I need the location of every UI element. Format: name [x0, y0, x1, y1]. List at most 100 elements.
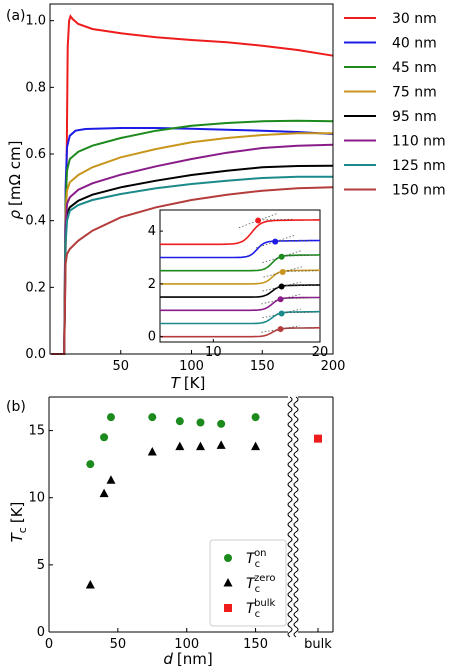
inset-tangent: [261, 325, 300, 333]
y-tick-label: 0.8: [25, 80, 46, 95]
data-point-bulk: [314, 434, 322, 443]
inset-tangent: [262, 308, 301, 319]
legend-label: 75 nm: [392, 85, 437, 101]
x-tick-label: 0: [45, 637, 53, 652]
x-tick-label: 150: [250, 359, 275, 374]
inset-onset-marker: [278, 310, 285, 317]
inset-curve: [160, 296, 321, 312]
inset-curve: [160, 269, 321, 285]
x-tick-label: 200: [321, 359, 346, 374]
inset-x-tick-label: 10: [205, 345, 222, 360]
inset-tangent: [262, 281, 301, 292]
y-tick-label: 0: [37, 625, 45, 640]
y-tick-label: 0.4: [25, 214, 46, 229]
inset-curve: [160, 310, 320, 325]
panel-a-x-label: T [K]: [171, 374, 206, 392]
legend-label: 95 nm: [392, 109, 437, 125]
y-tick-label: 1.0: [25, 14, 46, 29]
x-tick-label: 100: [179, 359, 204, 374]
data-point-zero: [147, 447, 157, 456]
panel-b-x-label: d [nm]: [163, 650, 212, 668]
y-tick-label: 0.6: [25, 147, 46, 162]
inset-tangent: [278, 297, 315, 300]
inset-onset-marker: [277, 296, 284, 303]
data-point-on: [175, 417, 184, 426]
data-point-zero: [195, 441, 205, 451]
axis-break-wave: [293, 396, 299, 638]
panel-a-label: (a): [6, 8, 26, 24]
inset-tangent: [273, 239, 310, 242]
legend-label: Tczero: [246, 573, 275, 595]
data-point-zero: [85, 580, 95, 589]
legend-label: 30 nm: [392, 11, 437, 27]
x-tick-label-bulk: bulk: [304, 637, 332, 652]
y-tick-label: 15: [28, 424, 45, 439]
inset-onset-marker: [272, 238, 279, 245]
x-tick-label: 50: [110, 637, 127, 652]
inset-x-tick-label: 20: [312, 345, 329, 360]
inset-y-tick-label: 2: [148, 277, 156, 292]
inset-y-tick-label: 0: [148, 330, 156, 345]
panel-a-plot-area: [51, 14, 334, 355]
panel-b-points: [85, 413, 322, 589]
data-point-on: [196, 418, 205, 427]
inset-frame: [159, 209, 321, 343]
series-line-125-nm: [51, 175, 333, 355]
data-point-on: [148, 413, 157, 422]
inset-onset-marker: [279, 269, 286, 276]
inset-tangent: [261, 294, 300, 305]
inset-tangent: [280, 270, 317, 272]
panel-b-x-ticks: 0 50 100 150 bulk: [45, 628, 332, 652]
legend-label: 150 nm: [392, 183, 446, 199]
panel-b-y-label: Tc[K]: [8, 502, 29, 543]
panel-a-y-label: ρ[mΩ cm]: [6, 141, 24, 220]
data-point-zero: [251, 441, 261, 451]
x-tick-label: 100: [174, 637, 199, 652]
y-tick-label: 0.0: [25, 347, 46, 362]
data-point-on: [106, 413, 115, 422]
legend-label: 110 nm: [392, 134, 446, 150]
data-point-zero: [106, 475, 116, 484]
inset-curve: [160, 254, 320, 272]
panel-a-legend: 30 nm 40 nm 45 nm 75 nm 95 nm 110 nm 125 nm 150…: [344, 11, 446, 199]
legend-label: 125 nm: [392, 158, 446, 174]
y-tick-label: 5: [37, 558, 45, 573]
legend-label: Tcbulk: [246, 598, 276, 620]
data-point-on: [100, 433, 109, 442]
panel-a-y-ticks: 0.0 0.2 0.4 0.6 0.8 1.0: [25, 14, 54, 362]
inset-onset-marker: [278, 283, 285, 290]
inset-tangent: [279, 311, 316, 314]
data-point-on: [217, 419, 226, 428]
data-point-zero: [175, 441, 185, 451]
panel-a-inset: 10 20 0 2 4: [148, 209, 329, 360]
legend-marker: [224, 554, 232, 562]
inset-onset-marker: [255, 217, 262, 224]
axis-break-wave: [287, 396, 293, 638]
panel-b-legend: Tcon Tczero Tcbulk: [209, 539, 287, 627]
inset-tangent: [279, 255, 316, 257]
inset-y-tick-label: 4: [148, 224, 156, 239]
panel-b-label: (b): [6, 399, 26, 415]
inset-curve: [160, 219, 320, 246]
series-line-30-nm: [51, 14, 334, 355]
series-line-150-nm: [51, 186, 334, 355]
legend-marker: [224, 604, 232, 612]
data-point-on: [251, 413, 260, 422]
panel-b-axes: [48, 396, 334, 638]
inset-tangent: [255, 218, 293, 221]
legend-label: 45 nm: [392, 60, 437, 76]
legend-label: Tcon: [246, 548, 267, 570]
x-tick-label: 50: [112, 359, 129, 374]
panel-a: (a) 50 100 150 200 0.00.20.40.60.81.0 T [K] …: [6, 3, 446, 392]
data-point-zero: [216, 440, 226, 449]
y-tick-label: 10: [28, 491, 45, 506]
series-line-110-nm: [51, 143, 334, 355]
panel-a-x-ticks: 50 100 150 200: [112, 350, 345, 374]
inset-onset-marker: [278, 253, 285, 260]
legend-marker: [223, 578, 233, 587]
inset-tangent: [278, 327, 315, 329]
panel-b: (b) 0 50 100 150 bulk 0 5 10 15 d [nm] Tc[K] Tco…: [6, 396, 334, 668]
inset-tangent: [279, 284, 316, 287]
inset-curve: [160, 284, 320, 298]
